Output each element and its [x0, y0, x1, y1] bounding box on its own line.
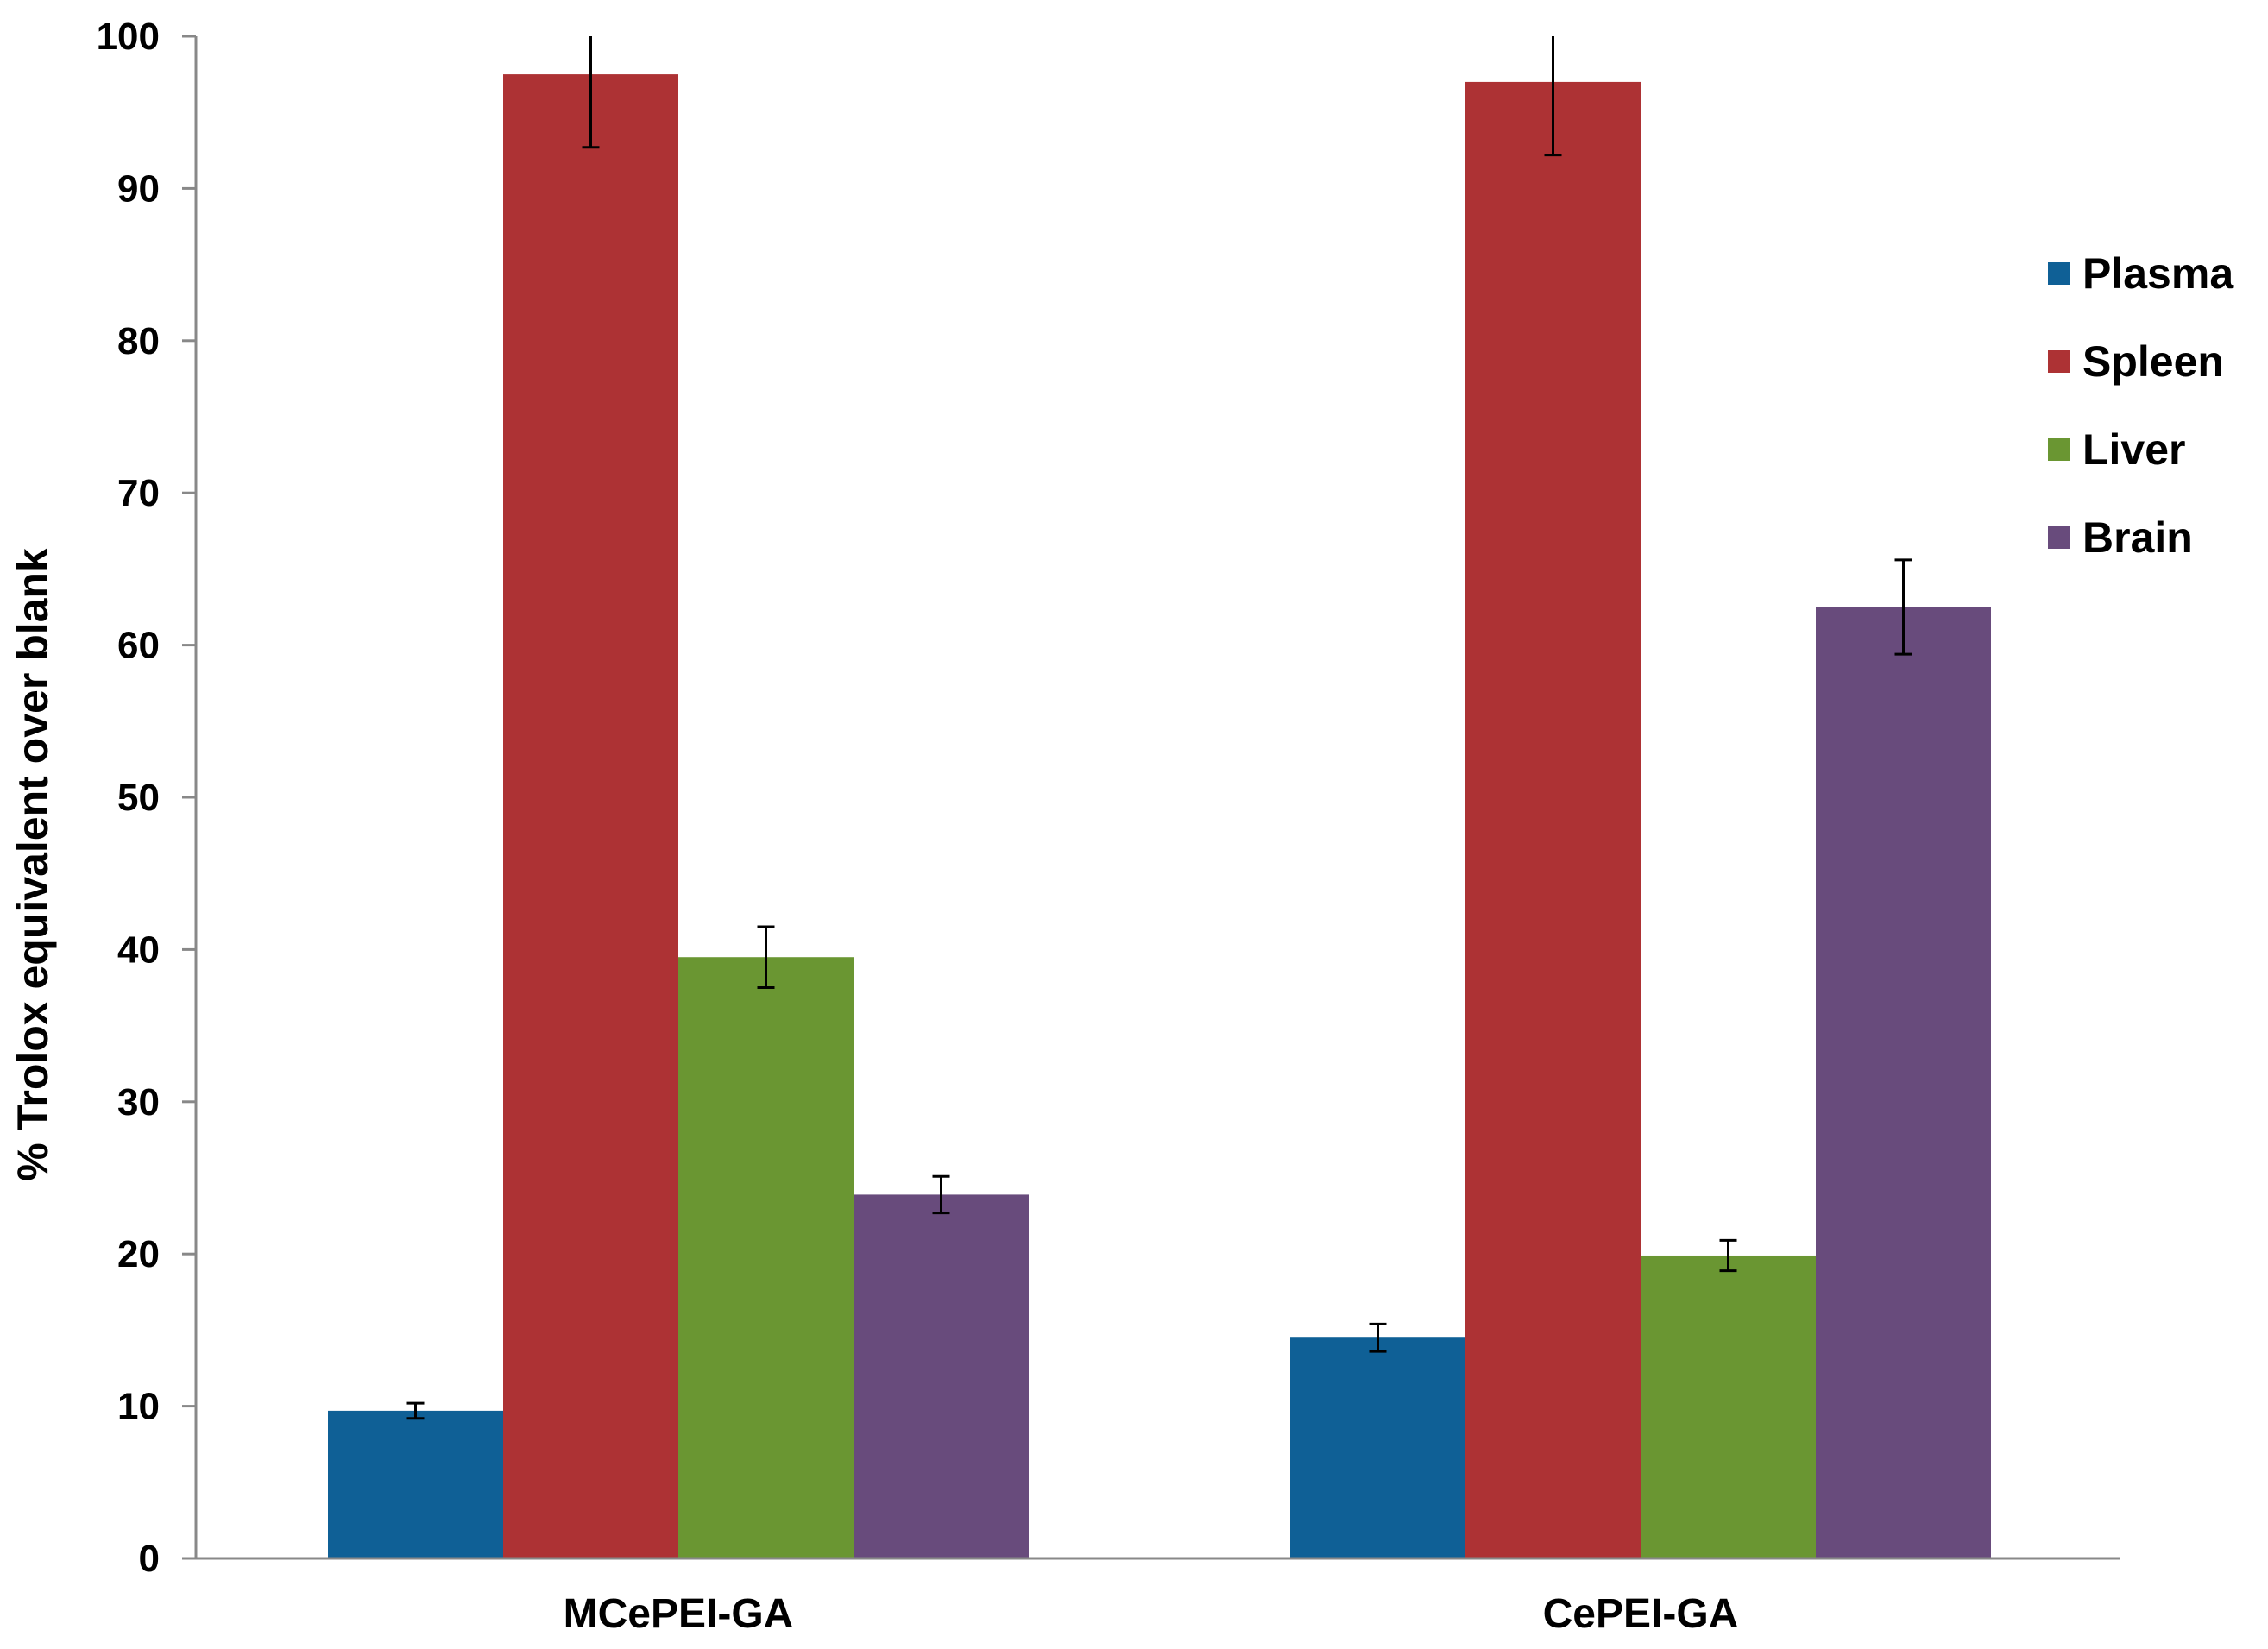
legend-item-liver: Liver [2048, 425, 2186, 474]
y-tick-label: 30 [117, 1081, 160, 1123]
error-bars [406, 36, 1912, 1420]
y-tick-label: 10 [117, 1386, 160, 1428]
x-category-label: CePEI-GA [1543, 1591, 1739, 1637]
y-tick-label: 90 [117, 167, 160, 210]
x-axis-category-labels: MCePEI-GA CePEI-GA [564, 1591, 1739, 1637]
legend-swatch [2048, 526, 2070, 549]
error-bar-liver-cepei-ga [1719, 1238, 1737, 1273]
legend-label: Plasma [2082, 249, 2234, 298]
error-bar-plasma-mcepei-ga [406, 1401, 425, 1420]
x-category-label: MCePEI-GA [564, 1591, 794, 1637]
y-axis-title: % Trolox equivalent over blank [9, 548, 57, 1181]
bar-spleen-mcepei-ga [503, 74, 678, 1559]
y-tick-label: 80 [117, 320, 160, 362]
legend-swatch [2048, 350, 2070, 373]
error-bar-spleen-cepei-ga [1544, 36, 1562, 157]
bar-liver-cepei-ga [1641, 1255, 1816, 1558]
bar-liver-mcepei-ga [678, 957, 854, 1558]
bar-plasma-cepei-ga [1290, 1337, 1465, 1558]
legend-item-plasma: Plasma [2048, 249, 2234, 298]
legend: Plasma Spleen Liver Brain [2048, 249, 2234, 562]
y-tick-label: 100 [97, 16, 160, 58]
y-tick-label: 70 [117, 472, 160, 514]
bar-brain-cepei-ga [1816, 607, 1991, 1558]
bar-brain-mcepei-ga [854, 1194, 1029, 1558]
legend-label: Liver [2082, 425, 2186, 474]
y-axis-ticks [182, 35, 196, 1560]
bar-spleen-cepei-ga [1465, 81, 1641, 1558]
error-bar-spleen-mcepei-ga [582, 36, 600, 149]
y-tick-label: 40 [117, 928, 160, 971]
y-axis-tick-labels: 0 10 20 30 40 50 60 70 80 90 100 [97, 16, 160, 1580]
error-bar-brain-mcepei-ga [932, 1174, 950, 1215]
error-bar-brain-cepei-ga [1894, 558, 1912, 656]
legend-swatch [2048, 262, 2070, 285]
error-bar-plasma-cepei-ga [1369, 1322, 1387, 1353]
bar-plasma-mcepei-ga [328, 1410, 503, 1558]
y-tick-label: 50 [117, 777, 160, 819]
error-bar-liver-mcepei-ga [757, 925, 775, 989]
legend-item-spleen: Spleen [2048, 337, 2224, 386]
legend-label: Spleen [2082, 337, 2224, 386]
y-tick-label: 20 [117, 1233, 160, 1275]
y-tick-label: 60 [117, 625, 160, 667]
legend-swatch [2048, 438, 2070, 461]
legend-item-brain: Brain [2048, 513, 2193, 562]
bars [328, 74, 1991, 1559]
y-tick-label: 0 [139, 1538, 160, 1580]
legend-label: Brain [2082, 513, 2193, 562]
